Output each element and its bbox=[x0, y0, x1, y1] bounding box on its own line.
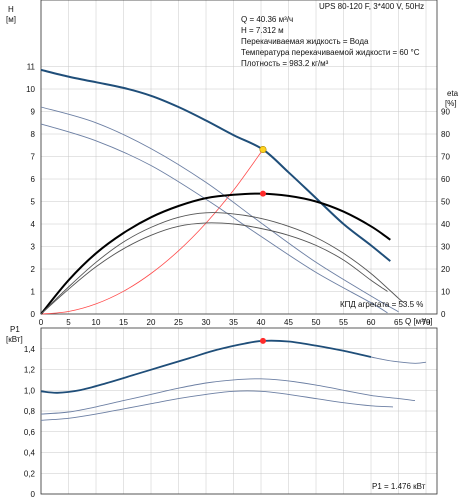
system-curve bbox=[40, 149, 264, 315]
power-curve-speed-1 bbox=[40, 339, 372, 394]
y-tick-label-head: 11 bbox=[27, 63, 36, 72]
x-tick-label: 5 bbox=[66, 318, 71, 327]
y-tick-label-head: 0 bbox=[31, 310, 36, 319]
header-title: UPS 80-120 F, 3*400 V, 50Hz bbox=[319, 2, 424, 11]
y-tick-label-power: 0 bbox=[31, 490, 36, 499]
head-curve-speed-2 bbox=[40, 106, 399, 313]
x-tick-label: 30 bbox=[202, 318, 211, 327]
efficiency-curve-speed-2 bbox=[40, 212, 405, 315]
y-tick-label-eta: 90 bbox=[441, 108, 450, 117]
x-tick-label: 25 bbox=[174, 318, 183, 327]
y-tick-label-power: 0,6 bbox=[24, 428, 36, 437]
y-tick-label-eta: 20 bbox=[441, 265, 450, 274]
x-tick-label: 10 bbox=[92, 318, 101, 327]
y-tick-label-head: 1 bbox=[31, 288, 36, 297]
y-tick-label-power: 0,8 bbox=[24, 407, 36, 416]
x-tick-label: 60 bbox=[367, 318, 376, 327]
efficiency-curve-speed-1 bbox=[40, 192, 391, 315]
power-label: P1 = 1.476 кВт bbox=[372, 482, 426, 491]
head-plot-frame bbox=[40, 0, 438, 315]
y-axis-title-head: H bbox=[8, 5, 14, 14]
y-tick-label-power: 0,2 bbox=[24, 469, 36, 478]
y-tick-label-head: 2 bbox=[31, 265, 36, 274]
power-curve-speed-3 bbox=[40, 390, 394, 421]
grid-layer bbox=[40, 0, 437, 495]
x-tick-label: 40 bbox=[257, 318, 266, 327]
x-axis-title: Q [м³/ч] bbox=[405, 317, 432, 326]
info-head: H = 7.312 м bbox=[241, 26, 284, 35]
y-tick-label-head: 10 bbox=[26, 85, 35, 94]
y-tick-label-power: 0,4 bbox=[24, 449, 36, 458]
info-flow: Q = 40.36 м³/ч bbox=[241, 15, 293, 24]
y-tick-label-head: 4 bbox=[31, 220, 36, 229]
efficiency-curve-speed-3 bbox=[40, 222, 388, 315]
y-tick-label-eta: 0 bbox=[441, 310, 446, 319]
y-tick-label-head: 8 bbox=[31, 130, 36, 139]
y-tick-label-head: 7 bbox=[31, 153, 36, 162]
y-tick-label-power: 1,0 bbox=[24, 386, 36, 395]
chart-frames bbox=[40, 0, 438, 495]
y-axis-unit-head: [м] bbox=[6, 15, 16, 24]
x-tick-label: 70 bbox=[422, 318, 431, 327]
y-tick-label-head: 9 bbox=[31, 108, 36, 117]
y-tick-label-head: 5 bbox=[31, 198, 36, 207]
y-tick-label-head: 6 bbox=[31, 175, 36, 184]
duty-point-efficiency bbox=[259, 190, 266, 197]
x-tick-label: 15 bbox=[119, 318, 128, 327]
info-density: Плотность = 983.2 кг/м³ bbox=[241, 59, 329, 68]
tick-layer: 0 5 10 15 20 25 30 35 40 45 50 55 60 65 70012345678910… bbox=[24, 63, 451, 500]
x-tick-label: 20 bbox=[147, 318, 156, 327]
x-tick-label: 50 bbox=[312, 318, 321, 327]
y-tick-label-eta: 70 bbox=[441, 153, 450, 162]
y-tick-label-eta: 40 bbox=[441, 220, 450, 229]
y-tick-label-head: 3 bbox=[31, 243, 36, 252]
duty-point-head bbox=[259, 145, 267, 153]
y-axis-title-eta: eta bbox=[447, 89, 459, 98]
x-tick-label: 55 bbox=[339, 318, 348, 327]
x-tick-label: 65 bbox=[394, 318, 403, 327]
y-axis-unit-power: [кВт] bbox=[6, 335, 23, 344]
y-tick-label-power: 1,4 bbox=[24, 345, 36, 354]
x-tick-label: 45 bbox=[284, 318, 293, 327]
y-tick-label-eta: 80 bbox=[441, 130, 450, 139]
y-axis-title-power: P1 bbox=[10, 325, 20, 334]
efficiency-label: КПД агрегата = 53.5 % bbox=[340, 300, 423, 309]
head-curve-speed-1 bbox=[40, 68, 391, 262]
y-tick-label-power: 1,2 bbox=[24, 366, 36, 375]
y-axis-unit-eta: [%] bbox=[445, 99, 457, 108]
duty-point-power bbox=[259, 337, 266, 344]
y-tick-label-eta: 50 bbox=[441, 198, 450, 207]
power-curve-speed-2 bbox=[40, 378, 416, 415]
power-plot-frame bbox=[40, 327, 438, 495]
y-tick-label-eta: 10 bbox=[441, 288, 450, 297]
y-tick-label-eta: 30 bbox=[441, 243, 450, 252]
power-curve-speed-1-tail bbox=[370, 356, 427, 364]
head-curve-speed-3 bbox=[40, 123, 388, 314]
x-tick-label: 35 bbox=[229, 318, 238, 327]
x-tick-label: 0 bbox=[39, 318, 44, 327]
curve-layer bbox=[40, 68, 427, 421]
info-temperature: Температура перекачиваемой жидкости = 60… bbox=[241, 48, 420, 57]
info-liquid: Перекачиваемая жидкость = Вода bbox=[241, 37, 369, 46]
y-tick-label-eta: 60 bbox=[441, 175, 450, 184]
